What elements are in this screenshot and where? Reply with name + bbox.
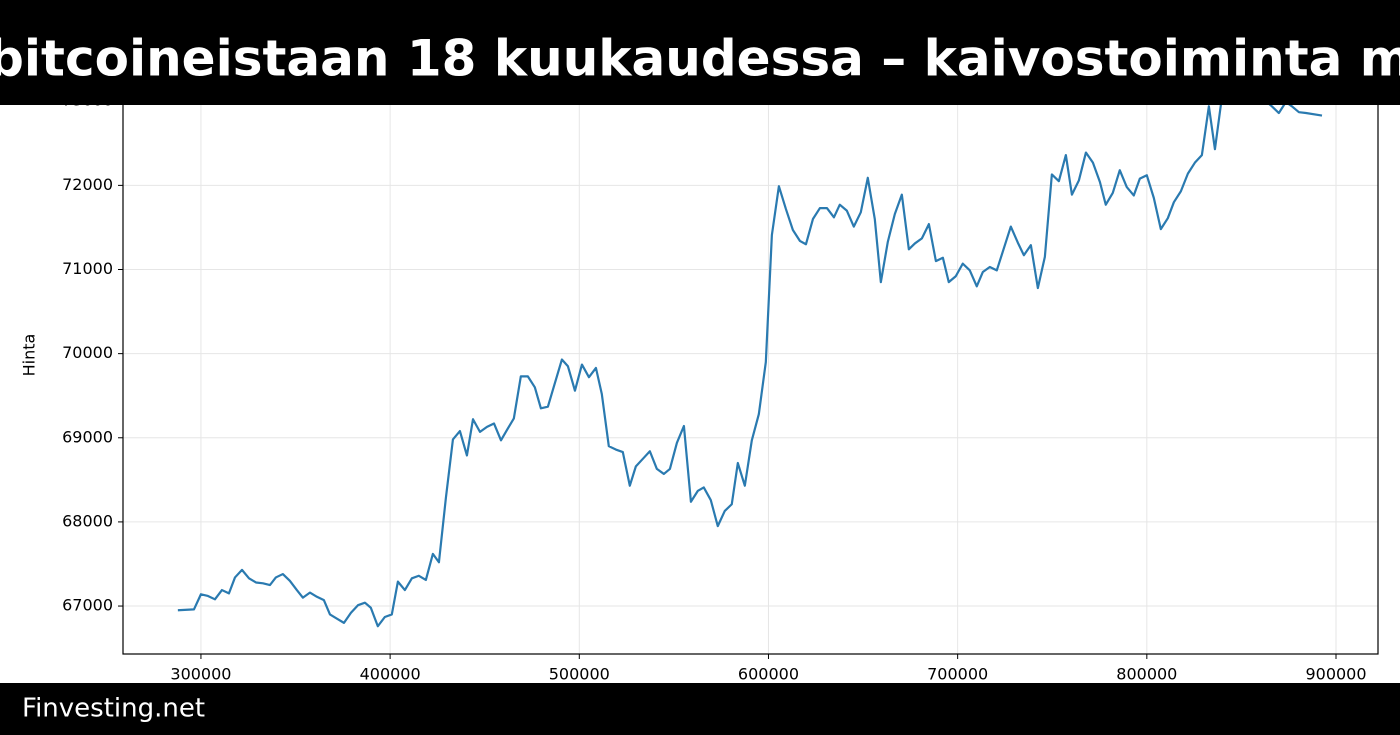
footer-text: Finvesting.net [22, 694, 205, 724]
y-tick-label: 72000 [62, 175, 113, 194]
y-axis-label: Hinta [20, 334, 39, 377]
y-tick-label: 67000 [62, 596, 113, 615]
title-bar [0, 0, 1400, 105]
x-tick-label: 300000 [170, 665, 231, 684]
x-tick-label: 700000 [927, 665, 988, 684]
x-tick-label: 500000 [549, 665, 610, 684]
line-series [177, 83, 1323, 628]
y-tick-label: 68000 [62, 511, 113, 530]
x-tick-label: 800000 [1116, 665, 1177, 684]
y-tick-label: 69000 [62, 427, 113, 446]
x-tick-label: 400000 [360, 665, 421, 684]
y-tick-label: 70000 [62, 343, 113, 362]
footer-bar [0, 683, 1400, 735]
chart-title: bitcoineistaan 18 kuukaudessa – kaivosto… [0, 30, 1400, 88]
x-tick-label: 600000 [738, 665, 799, 684]
x-tick-label: 900000 [1305, 665, 1366, 684]
y-tick-label: 71000 [62, 259, 113, 278]
